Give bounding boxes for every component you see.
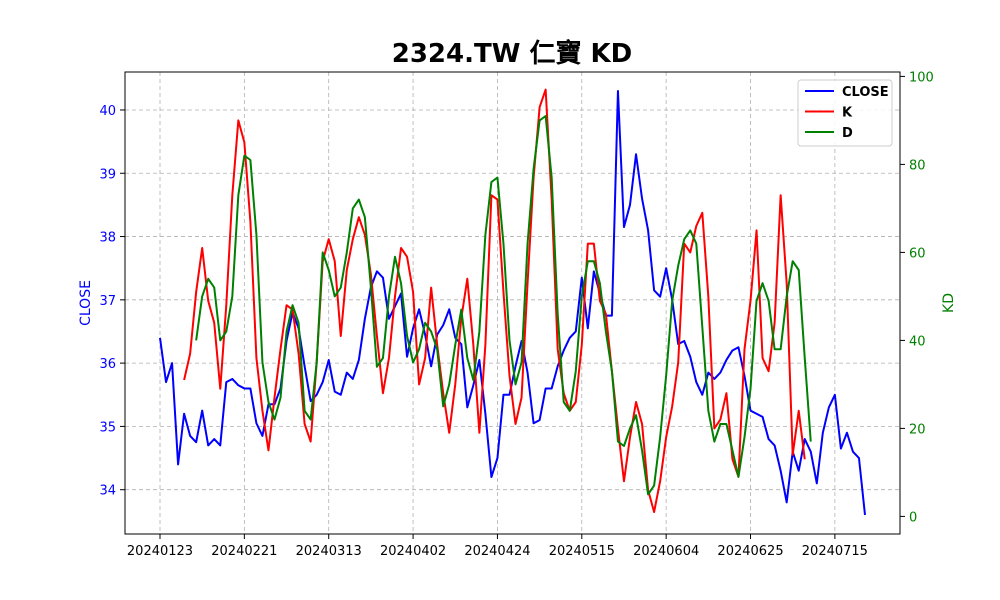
legend-label-d: D xyxy=(842,126,853,141)
x-tick-label: 20240715 xyxy=(802,544,868,559)
plot-area-frame xyxy=(124,71,901,535)
legend-label-close: CLOSE xyxy=(842,85,889,100)
axes: 20240123 20240221 20240313 20240402 20240424… xyxy=(99,70,933,559)
grid xyxy=(125,72,900,534)
y-tick-label-left: 40 xyxy=(99,104,116,119)
legend-box xyxy=(797,79,893,147)
y-tick-label-left: 35 xyxy=(99,420,116,435)
series-line-k xyxy=(183,88,806,513)
y-tick-label-right: 0 xyxy=(909,510,917,525)
legend-label-k: K xyxy=(842,106,853,121)
y-tick-label-left: 38 xyxy=(99,231,116,246)
y-tick-label-left: 39 xyxy=(99,167,116,182)
x-tick-label: 20240515 xyxy=(549,544,615,559)
legend: CLOSE KD xyxy=(797,79,893,147)
x-tick-label: 20240313 xyxy=(296,544,362,559)
series-line-d xyxy=(195,115,812,496)
x-tick-label: 20240402 xyxy=(380,544,446,559)
y-tick-label-left: 34 xyxy=(99,484,116,499)
y-tick-label-right: 60 xyxy=(909,246,926,261)
y-tick-label-right: 40 xyxy=(909,334,926,349)
y-axis-label-right: KD xyxy=(941,293,957,313)
y-tick-label-left: 37 xyxy=(99,294,116,309)
y-axis-label-left: CLOSE xyxy=(78,280,94,326)
x-tick-label: 20240604 xyxy=(633,544,699,559)
x-tick-label: 20240424 xyxy=(464,544,530,559)
y-tick-label-right: 20 xyxy=(909,422,926,437)
x-tick-label: 20240123 xyxy=(127,544,193,559)
x-tick-label: 20240221 xyxy=(211,544,277,559)
series-layer xyxy=(159,88,866,516)
y-tick-label-right: 100 xyxy=(909,70,934,85)
y-tick-label-left: 36 xyxy=(99,357,116,372)
y-tick-label-right: 80 xyxy=(909,158,926,173)
x-tick-label: 20240625 xyxy=(717,544,783,559)
chart-title: 2324.TW 仁寶 KD xyxy=(392,38,633,69)
series-line-close xyxy=(159,89,866,516)
